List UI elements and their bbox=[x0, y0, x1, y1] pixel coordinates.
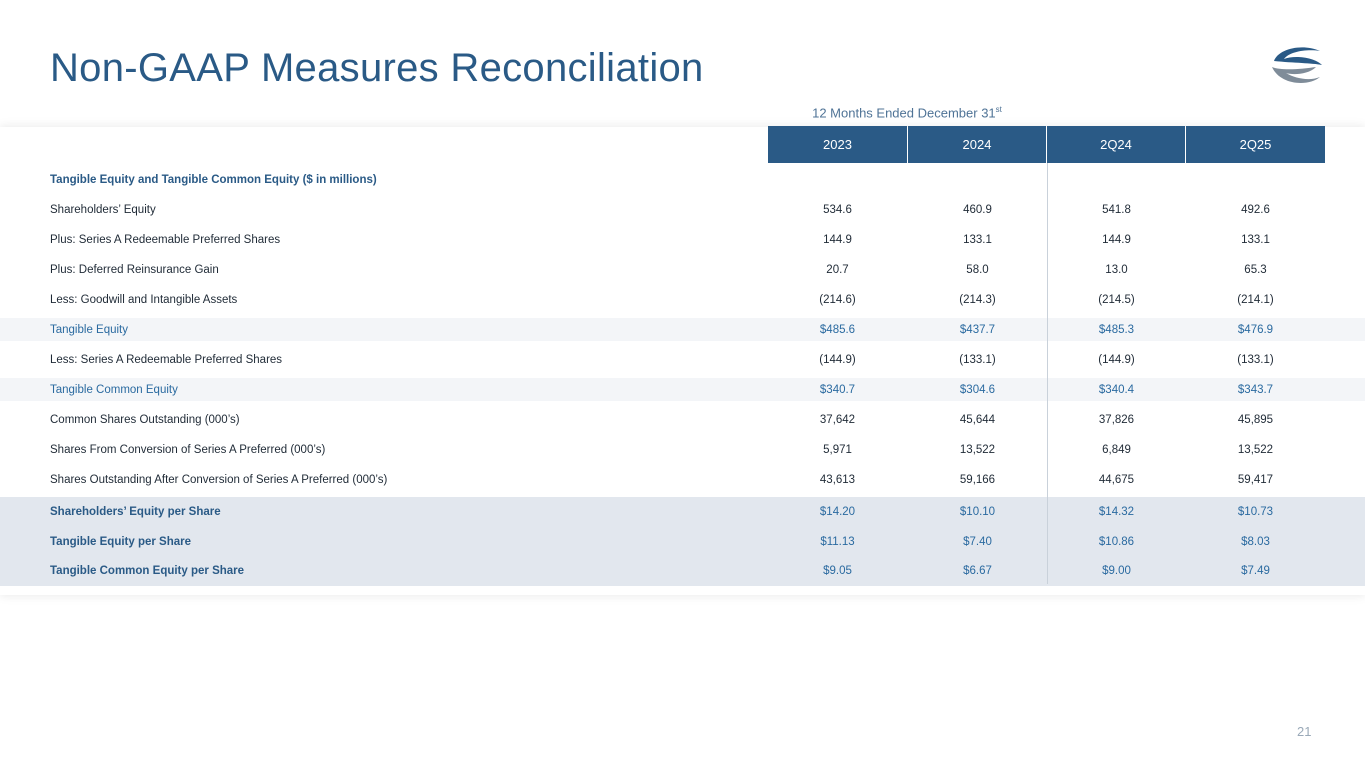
table-row: Tangible Equity $485.6 $437.7 $485.3 $476.9 bbox=[0, 318, 1365, 341]
row-value-2q25: 65.3 bbox=[1244, 263, 1267, 276]
column-divider bbox=[1047, 163, 1048, 584]
row-value-2q25: $343.7 bbox=[1237, 383, 1274, 396]
row-value-2q25: 59,417 bbox=[1237, 473, 1274, 486]
row-value-2023: $485.6 bbox=[819, 323, 856, 336]
row-value-2q24: 144.9 bbox=[1102, 233, 1131, 246]
row-value-2024: 460.9 bbox=[963, 203, 992, 216]
row-value-2023: 144.9 bbox=[823, 233, 852, 246]
table-row: Tangible Equity and Tangible Common Equi… bbox=[0, 168, 1365, 191]
row-value-2023: $14.20 bbox=[819, 506, 856, 518]
row-value-2q24: $10.86 bbox=[1098, 535, 1135, 548]
row-value-2024: 45,644 bbox=[959, 413, 996, 426]
row-label: Tangible Equity bbox=[50, 323, 128, 336]
row-value-2q25: 133.1 bbox=[1241, 233, 1270, 246]
row-label: Less: Goodwill and Intangible Assets bbox=[50, 293, 238, 306]
row-value-2024: 59,166 bbox=[959, 473, 996, 486]
row-value-2023: 534.6 bbox=[823, 203, 852, 216]
table-row: Tangible Common Equity per Share $9.05 $6.… bbox=[0, 556, 1365, 586]
table-row: Shareholders’ Equity per Share $14.20 $10.… bbox=[0, 497, 1365, 527]
row-value-2q25: 492.6 bbox=[1241, 203, 1270, 216]
row-value-2q24: 541.8 bbox=[1102, 203, 1131, 216]
row-value-2024: 133.1 bbox=[963, 233, 992, 246]
row-value-2q24: 44,675 bbox=[1098, 473, 1135, 486]
row-label: Plus: Deferred Reinsurance Gain bbox=[50, 263, 219, 276]
row-label: Tangible Equity per Share bbox=[50, 535, 192, 548]
column-header-2q25: 2Q25 bbox=[1186, 126, 1325, 163]
row-value-2q25: $10.73 bbox=[1237, 506, 1274, 518]
row-value-2024: $7.40 bbox=[963, 535, 992, 548]
row-value-2q25: $8.03 bbox=[1241, 535, 1270, 548]
row-value-2q24: $9.00 bbox=[1102, 565, 1131, 577]
row-label: Tangible Equity and Tangible Common Equi… bbox=[50, 173, 377, 186]
row-value-2023: $9.05 bbox=[823, 565, 852, 577]
row-label: Shares Outstanding After Conversion of S… bbox=[50, 473, 388, 486]
column-header-2024: 2024 bbox=[908, 126, 1046, 163]
row-value-2023: (214.6) bbox=[819, 293, 856, 306]
row-value-2q25: 45,895 bbox=[1237, 413, 1274, 426]
table-row: Common Shares Outstanding (000’s) 37,642 4… bbox=[0, 408, 1365, 431]
table-row: Plus: Series A Redeemable Preferred Shar… bbox=[0, 228, 1365, 251]
row-value-2q24: $14.32 bbox=[1098, 506, 1135, 518]
page-title: Non-GAAP Measures Reconciliation bbox=[50, 46, 704, 90]
row-value-2024: $304.6 bbox=[959, 383, 996, 396]
row-value-2024: 58.0 bbox=[966, 263, 989, 276]
row-value-2024: $10.10 bbox=[959, 506, 996, 518]
company-logo-icon bbox=[1272, 47, 1322, 83]
row-label: Common Shares Outstanding (000’s) bbox=[50, 413, 240, 426]
row-value-2023: 20.7 bbox=[826, 263, 849, 276]
table-row: Less: Series A Redeemable Preferred Shar… bbox=[0, 348, 1365, 371]
row-value-2q24: 6,849 bbox=[1102, 443, 1131, 456]
row-value-2024: (214.3) bbox=[959, 293, 996, 306]
row-label: Shareholders’ Equity bbox=[50, 203, 156, 216]
row-value-2q24: (214.5) bbox=[1098, 293, 1135, 306]
table-row: Tangible Common Equity $340.7 $304.6 $340.4… bbox=[0, 378, 1365, 401]
row-value-2q25: (133.1) bbox=[1237, 353, 1274, 366]
table-row: Shares Outstanding After Conversion of S… bbox=[0, 468, 1365, 491]
row-value-2q24 bbox=[1047, 168, 1186, 191]
period-label: 12 Months Ended December 31st bbox=[812, 105, 1002, 121]
table-row: Shares From Conversion of Series A Prefe… bbox=[0, 438, 1365, 461]
row-value-2q25: $7.49 bbox=[1241, 565, 1270, 577]
table-row: Plus: Deferred Reinsurance Gain 20.7 58.0 1… bbox=[0, 258, 1365, 281]
row-value-2023: (144.9) bbox=[819, 353, 856, 366]
row-value-2q25 bbox=[1186, 168, 1325, 191]
row-value-2023: $340.7 bbox=[819, 383, 856, 396]
row-label: Tangible Common Equity per Share bbox=[50, 565, 245, 577]
row-value-2023: $11.13 bbox=[820, 535, 855, 548]
row-value-2023: 43,613 bbox=[819, 473, 856, 486]
row-value-2024: 13,522 bbox=[959, 443, 996, 456]
column-header-2q24: 2Q24 bbox=[1047, 126, 1185, 163]
row-value-2024 bbox=[908, 168, 1047, 191]
row-label: Tangible Common Equity bbox=[50, 383, 178, 396]
column-header-2023: 2023 bbox=[768, 126, 907, 163]
row-value-2q24: 13.0 bbox=[1105, 263, 1128, 276]
row-value-2024: $6.67 bbox=[963, 565, 992, 577]
row-label: Less: Series A Redeemable Preferred Shar… bbox=[50, 353, 283, 366]
row-value-2q24: $485.3 bbox=[1098, 323, 1135, 336]
row-value-2q24: 37,826 bbox=[1098, 413, 1135, 426]
row-label: Plus: Series A Redeemable Preferred Shar… bbox=[50, 233, 281, 246]
row-value-2023 bbox=[768, 168, 907, 191]
row-value-2024: (133.1) bbox=[959, 353, 996, 366]
row-label: Shares From Conversion of Series A Prefe… bbox=[50, 443, 326, 456]
row-value-2023: 5,971 bbox=[823, 443, 852, 456]
row-value-2q25: (214.1) bbox=[1237, 293, 1274, 306]
table-row: Shareholders’ Equity 534.6 460.9 541.8 492.6 bbox=[0, 198, 1365, 221]
row-label: Shareholders’ Equity per Share bbox=[50, 506, 221, 518]
row-value-2024: $437.7 bbox=[959, 323, 996, 336]
row-value-2q25: 13,522 bbox=[1237, 443, 1274, 456]
page-number: 21 bbox=[1297, 724, 1312, 739]
table-row: Tangible Equity per Share $11.13 $7.40 $10.… bbox=[0, 526, 1365, 557]
row-value-2q25: $476.9 bbox=[1237, 323, 1274, 336]
row-value-2q24: (144.9) bbox=[1098, 353, 1135, 366]
row-value-2q24: $340.4 bbox=[1098, 383, 1135, 396]
row-value-2023: 37,642 bbox=[819, 413, 856, 426]
table-row: Less: Goodwill and Intangible Assets (214… bbox=[0, 288, 1365, 311]
